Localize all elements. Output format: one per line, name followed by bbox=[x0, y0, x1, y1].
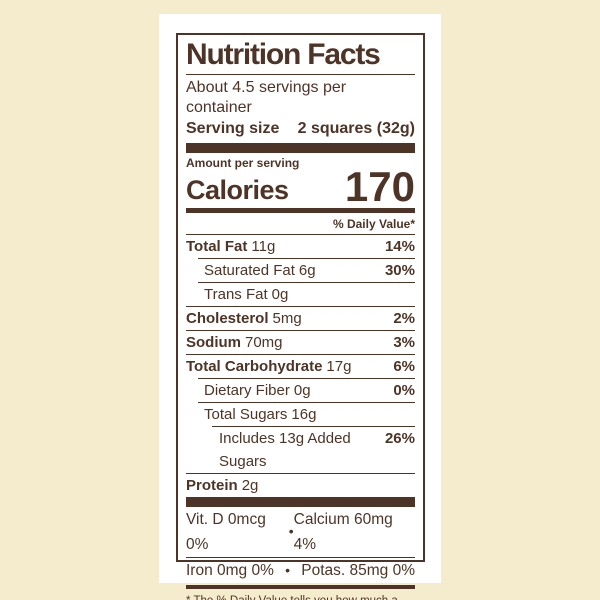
medium-divider bbox=[186, 207, 415, 213]
nutrient-name-text: Total Carbohydrate bbox=[186, 357, 323, 375]
micronutrient-row-2: Iron 0mg 0% • Potas. 85mg 0% bbox=[186, 556, 415, 583]
nutrition-facts-label: Nutrition Facts About 4.5 servings per c… bbox=[176, 33, 425, 600]
nutrient-name-text: Total Fat bbox=[186, 237, 248, 255]
nutrient-name: Total Carbohydrate 17g bbox=[186, 355, 351, 378]
nutrient-row-cholesterol: Cholesterol 5mg 2% bbox=[186, 305, 415, 330]
nutrient-row-saturated-fat: Saturated Fat 6g 30% bbox=[198, 257, 415, 282]
nutrient-name: Cholesterol 5mg bbox=[186, 307, 302, 330]
nutrient-amount: 11g bbox=[251, 237, 276, 255]
nutrient-row-protein: Protein 2g bbox=[186, 472, 415, 497]
nutrient-daily-value: 30% bbox=[384, 261, 415, 279]
nutrient-name: Dietary Fiber 0g bbox=[198, 379, 311, 402]
nutrient-name-text: Saturated Fat bbox=[204, 261, 295, 279]
serving-size-row: Serving size 2 squares (32g) bbox=[186, 118, 415, 143]
bullet-separator-icon: • bbox=[288, 523, 294, 540]
calories-label: Calories bbox=[186, 174, 289, 205]
calories-row: Calories 170 bbox=[186, 162, 415, 210]
nutrient-daily-value: 26% bbox=[384, 429, 415, 447]
nutrient-row-added-sugars: Includes 13g Added Sugars 26% bbox=[212, 425, 415, 473]
nutrient-name: Includes 13g Added Sugars bbox=[212, 427, 385, 473]
nutrient-amount: 17g bbox=[326, 357, 352, 375]
nutrient-name-text: Sodium bbox=[186, 333, 241, 351]
nutrient-name-text: Total Sugars bbox=[204, 405, 288, 423]
nutrient-name: Sodium 70mg bbox=[186, 331, 283, 354]
nutrient-row-total-sugars: Total Sugars 16g bbox=[198, 401, 415, 426]
serving-size-value: 2 squares (32g) bbox=[297, 119, 415, 137]
nutrient-amount: 0g bbox=[271, 285, 289, 303]
nutrient-name-text: Protein bbox=[186, 476, 238, 494]
nutrient-daily-value: 14% bbox=[384, 237, 415, 255]
amount-per-serving-label: Amount per serving bbox=[186, 155, 300, 170]
nutrient-amount: 2g bbox=[241, 476, 259, 494]
daily-value-header: % Daily Value* bbox=[332, 216, 415, 231]
nutrient-daily-value: 6% bbox=[393, 357, 415, 375]
nutrient-row-dietary-fiber: Dietary Fiber 0g 0% bbox=[198, 377, 415, 402]
label-title: Nutrition Facts bbox=[186, 39, 415, 75]
nutrient-name-text: Cholesterol bbox=[186, 309, 269, 327]
nutrient-name-text: Dietary Fiber bbox=[204, 381, 290, 399]
thick-divider bbox=[186, 142, 415, 153]
nutrient-row-trans-fat: Trans Fat 0g bbox=[198, 281, 415, 306]
nutrient-daily-value: 3% bbox=[393, 333, 415, 351]
bullet-separator-icon: • bbox=[285, 561, 291, 578]
serving-size-label: Serving size bbox=[186, 119, 280, 137]
vitamin-d-value: Vit. D 0mcg 0% bbox=[186, 510, 266, 553]
daily-value-footnote: * The % Daily Value tells you how much a… bbox=[186, 594, 415, 600]
nutrient-row-total-carbohydrate: Total Carbohydrate 17g 6% bbox=[186, 353, 415, 378]
nutrient-name: Trans Fat 0g bbox=[198, 283, 288, 306]
nutrient-amount: 16g bbox=[291, 405, 317, 423]
nutrient-name-text: Trans Fat bbox=[204, 285, 268, 303]
servings-per-container: About 4.5 servings per container bbox=[186, 78, 347, 116]
potassium-value: Potas. 85mg 0% bbox=[301, 561, 415, 579]
thin-divider bbox=[186, 584, 415, 589]
nutrient-daily-value: 2% bbox=[393, 309, 415, 327]
nutrient-amount: 6g bbox=[298, 261, 316, 279]
nutrient-row-total-fat: Total Fat 11g 14% bbox=[186, 233, 415, 258]
calcium-value: Calcium 60mg 4% bbox=[293, 510, 393, 553]
nutrient-name: Protein 2g bbox=[186, 474, 258, 497]
nutrient-amount: 5mg bbox=[272, 309, 302, 327]
thick-divider bbox=[186, 496, 415, 507]
nutrient-row-sodium: Sodium 70mg 3% bbox=[186, 329, 415, 354]
nutrient-name: Total Sugars 16g bbox=[198, 403, 316, 426]
nutrient-name: Saturated Fat 6g bbox=[198, 259, 316, 282]
nutrient-name: Total Fat 11g bbox=[186, 235, 275, 258]
nutrient-name-text: Includes 13g Added Sugars bbox=[219, 429, 351, 470]
label-panel: Nutrition Facts About 4.5 servings per c… bbox=[159, 14, 441, 600]
iron-value: Iron 0mg 0% bbox=[186, 561, 274, 579]
nutrient-daily-value: 0% bbox=[393, 381, 415, 399]
nutrient-amount: 0g bbox=[293, 381, 311, 399]
calories-value: 170 bbox=[344, 162, 415, 210]
micronutrient-row-1: Vit. D 0mcg 0% • Calcium 60mg 4% bbox=[186, 507, 415, 557]
nutrient-amount: 70mg bbox=[245, 333, 283, 351]
